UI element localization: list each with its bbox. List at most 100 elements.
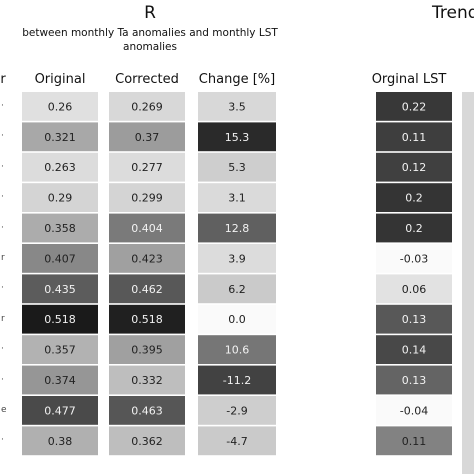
- heatmap-value-c2-r11: -4.7: [226, 435, 247, 448]
- heatmap-cell-c1-r7: [109, 304, 185, 334]
- chart-subtitle-line1: between monthly Ta anomalies and monthly…: [22, 27, 278, 39]
- heatmap-value-c1-r4: 0.404: [131, 222, 163, 235]
- heatmap-cell-c3-r8: [376, 335, 452, 364]
- heatmap-cell-c1-r5: [109, 244, 185, 273]
- heatmap-cell-c2-r4: [198, 213, 276, 243]
- heatmap-value-c3-r6: 0.06: [402, 283, 427, 296]
- heatmap-value-c3-r0: 0.22: [402, 100, 427, 113]
- heatmap-value-c3-r10: -0.04: [400, 404, 428, 417]
- row-label: ·: [1, 101, 4, 111]
- heatmap-value-c3-r8: 0.14: [402, 344, 427, 357]
- heatmap-value-c2-r10: -2.9: [226, 404, 247, 417]
- heatmap-cell-c2-r11: [198, 426, 276, 456]
- heatmap-cell-c3-r10: [376, 396, 452, 425]
- header-corrected: Corrected: [115, 72, 179, 87]
- heatmap-cell-c1-r9: [109, 365, 185, 395]
- heatmap-value-c0-r4: 0.358: [44, 222, 76, 235]
- heatmap-cell-c1-r2: [109, 152, 185, 182]
- heatmap-value-c2-r4: 12.8: [225, 222, 250, 235]
- heatmap-cell-c0-r9: [22, 365, 98, 395]
- row-label: ·: [1, 374, 4, 385]
- header-original-lst: Orginal LST: [371, 72, 447, 87]
- heatmap-cell-c0-r4: [22, 213, 98, 243]
- heatmap-value-c2-r2: 5.3: [228, 161, 246, 174]
- heatmap-value-c1-r2: 0.277: [131, 161, 163, 174]
- chart-title-trend: Trend: [432, 3, 474, 23]
- row-label: ·: [1, 435, 4, 446]
- heatmap-value-c1-r7: 0.518: [131, 313, 163, 326]
- heatmap-value-c0-r1: 0.321: [44, 131, 76, 144]
- heatmap-cell-c0-r2: [22, 152, 98, 182]
- heatmap-value-c0-r10: 0.477: [44, 404, 76, 417]
- row-label: r: [1, 253, 5, 263]
- heatmap-value-c1-r10: 0.463: [131, 404, 163, 417]
- heatmap-cell-c2-r7: [198, 304, 276, 334]
- heatmap-value-c1-r5: 0.423: [131, 252, 163, 265]
- heatmap-cell-c3-r0: [376, 92, 452, 121]
- heatmap-value-c2-r7: 0.0: [228, 313, 246, 326]
- heatmap-cell-c2-r6: [198, 274, 276, 304]
- heatmap-value-c0-r2: 0.263: [44, 161, 76, 174]
- cut-off-trend-column: [462, 92, 474, 474]
- heatmap-value-c1-r8: 0.395: [131, 344, 163, 357]
- heatmap-value-c3-r7: 0.13: [402, 313, 427, 326]
- heatmap-value-c0-r7: 0.518: [44, 313, 76, 326]
- heatmap-value-c1-r6: 0.462: [131, 283, 163, 296]
- heatmap-cell-c3-r3: [376, 183, 452, 212]
- heatmap-cell-c0-r6: [22, 274, 98, 304]
- heatmap-cell-c2-r2: [198, 152, 276, 182]
- heatmap-cell-c3-r9: [376, 365, 452, 395]
- heatmap-cell-c2-r5: [198, 244, 276, 273]
- heatmap-value-c2-r3: 3.1: [228, 192, 246, 205]
- chart-subtitle-line2: anomalies: [123, 41, 177, 53]
- heatmap-value-c0-r8: 0.357: [44, 344, 76, 357]
- row-label: ·: [1, 161, 4, 172]
- heatmap-value-c3-r3: 0.2: [405, 192, 423, 205]
- chart-title-r: R: [144, 3, 156, 23]
- heatmap-value-c0-r0: 0.26: [48, 100, 73, 113]
- heatmap-cell-c0-r0: [22, 92, 98, 121]
- heatmap-cell-c2-r0: [198, 92, 276, 121]
- heatmap-cell-c2-r9: [198, 365, 276, 395]
- heatmap-cell-c1-r11: [109, 426, 185, 456]
- header-original: Original: [34, 72, 86, 87]
- partial-header: r: [0, 72, 6, 87]
- heatmap-cell-c2-r1: [198, 122, 276, 152]
- heatmap-value-c3-r2: 0.12: [402, 161, 427, 174]
- heatmap-cell-c0-r11: [22, 426, 98, 456]
- heatmap-cell-c1-r1: [109, 122, 185, 152]
- row-label: ·: [1, 192, 4, 203]
- heatmap-value-c3-r11: 0.11: [402, 435, 427, 448]
- heatmap-value-c1-r0: 0.269: [131, 100, 163, 113]
- heatmap-value-c3-r4: 0.2: [405, 222, 423, 235]
- heatmap-value-c2-r1: 15.3: [225, 131, 250, 144]
- row-label: ·: [1, 344, 4, 355]
- row-label: ·: [1, 131, 4, 142]
- heatmap-cell-c3-r11: [376, 426, 452, 456]
- row-label: ·: [1, 222, 4, 233]
- heatmap-value-c3-r1: 0.11: [402, 131, 427, 144]
- heatmap-cell-c0-r5: [22, 244, 98, 273]
- heatmap-value-c0-r5: 0.407: [44, 252, 76, 265]
- heatmap-cell-c3-r4: [376, 213, 452, 243]
- heatmap-value-c2-r0: 3.5: [228, 100, 246, 113]
- heatmap-cell-c1-r6: [109, 274, 185, 304]
- heatmap-cell-c3-r6: [376, 274, 452, 304]
- heatmap-value-c1-r9: 0.332: [131, 374, 163, 387]
- heatmap-cell-c3-r5: [376, 244, 452, 273]
- heatmap-value-c0-r3: 0.29: [48, 192, 73, 205]
- heatmap-value-c0-r6: 0.435: [44, 283, 76, 296]
- row-label: r: [1, 313, 5, 324]
- heatmap-value-c1-r1: 0.37: [135, 131, 160, 144]
- heatmap-cell-c0-r8: [22, 335, 98, 364]
- row-label: ·: [1, 283, 4, 294]
- heatmap-value-c0-r9: 0.374: [44, 374, 76, 387]
- heatmap-cell-c2-r8: [198, 335, 276, 364]
- heatmap-value-c0-r11: 0.38: [48, 435, 73, 448]
- heatmap-value-c3-r9: 0.13: [402, 374, 427, 387]
- heatmap-cell-c3-r7: [376, 304, 452, 334]
- heatmap-cell-c1-r8: [109, 335, 185, 364]
- heatmap-value-c1-r11: 0.362: [131, 435, 163, 448]
